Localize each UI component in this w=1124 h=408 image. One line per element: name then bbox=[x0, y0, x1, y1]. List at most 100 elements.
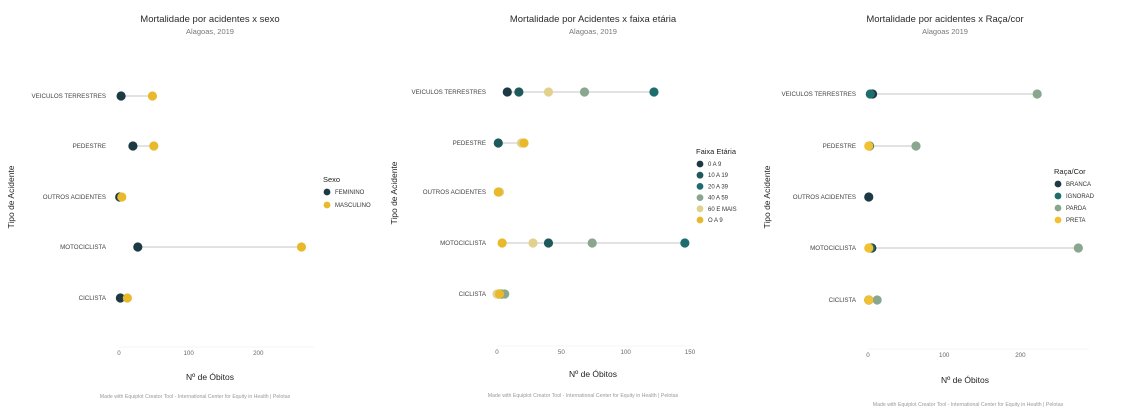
legend-label: 10 A 19 bbox=[708, 173, 729, 179]
chart-faixa-etaria: Mortalidade por Acidentes x faixa etária… bbox=[389, 14, 737, 399]
data-point bbox=[864, 192, 874, 202]
x-tick-label: 0 bbox=[117, 350, 121, 357]
data-point bbox=[494, 289, 505, 299]
data-point bbox=[1032, 89, 1042, 99]
category-label: OUTROS ACIDENTES bbox=[43, 194, 106, 201]
legend-label: IGNORAD bbox=[1066, 194, 1095, 200]
data-point bbox=[543, 87, 554, 97]
data-point bbox=[587, 238, 597, 248]
category-label: CICLISTA bbox=[459, 291, 487, 298]
x-tick-label: 0 bbox=[495, 349, 499, 356]
category-label: PEDESTRE bbox=[823, 143, 856, 150]
legend-label: 20 A 39 bbox=[708, 184, 729, 190]
legend-swatch bbox=[323, 201, 331, 209]
data-point bbox=[149, 141, 159, 151]
category-label: MOTOCICLISTA bbox=[810, 245, 857, 252]
data-point bbox=[514, 87, 524, 97]
data-point bbox=[147, 91, 158, 101]
data-point bbox=[579, 87, 590, 97]
data-point bbox=[519, 138, 529, 148]
data-point bbox=[872, 295, 882, 305]
y-axis-label: Tipo de Acidente bbox=[6, 165, 16, 228]
legend-swatch bbox=[1054, 192, 1062, 200]
category-label: CICLISTA bbox=[829, 297, 857, 304]
category-label: VEICULOS TERRESTRES bbox=[32, 93, 107, 100]
legend-label: 40 A 59 bbox=[708, 196, 729, 202]
legend-label: 0 A 9 bbox=[708, 162, 722, 168]
legend-label: 60 E MAIS bbox=[708, 207, 737, 213]
legend-swatch bbox=[696, 216, 704, 224]
legend-label: O A 9 bbox=[708, 218, 723, 224]
chart-subtitle: Alagoas, 2019 bbox=[569, 27, 617, 36]
x-tick-label: 100 bbox=[939, 352, 950, 359]
data-point bbox=[528, 238, 538, 248]
category-label: MOTOCICLISTA bbox=[60, 244, 107, 251]
data-point bbox=[497, 238, 507, 248]
legend-label: BRANCA bbox=[1066, 182, 1091, 188]
legend-swatch bbox=[1054, 216, 1062, 224]
x-axis-label: Nº de Óbitos bbox=[569, 369, 617, 379]
data-point bbox=[911, 141, 921, 151]
data-point bbox=[649, 87, 659, 97]
legend-swatch bbox=[696, 194, 704, 202]
legend-swatch bbox=[696, 205, 704, 213]
data-point bbox=[543, 238, 554, 248]
data-point bbox=[117, 192, 127, 202]
legend-swatch bbox=[1054, 180, 1062, 188]
category-label: MOTOCICLISTA bbox=[440, 240, 487, 247]
data-point bbox=[115, 293, 125, 303]
category-label: VEICULOS TERRESTRES bbox=[412, 89, 487, 96]
data-point bbox=[502, 87, 512, 97]
data-point bbox=[864, 295, 874, 305]
data-point bbox=[122, 293, 132, 303]
chart-title: Mortalidade por acidentes x Raça/cor bbox=[866, 14, 1023, 25]
data-point bbox=[864, 141, 874, 151]
legend-swatch bbox=[696, 160, 704, 168]
credit-text: Made with Equiplot Creator Tool - Intern… bbox=[488, 393, 679, 399]
x-tick-label: 0 bbox=[866, 352, 870, 359]
data-point bbox=[864, 243, 874, 253]
category-label: VEICULOS TERRESTRES bbox=[782, 91, 857, 98]
legend-title: Sexo bbox=[323, 175, 340, 184]
data-point bbox=[680, 238, 690, 248]
category-label: CICLISTA bbox=[79, 295, 107, 302]
data-point bbox=[296, 242, 307, 252]
credit-text: Made with Equiplot Creator Tool - Intern… bbox=[873, 402, 1064, 408]
data-point bbox=[1073, 243, 1083, 253]
data-point bbox=[493, 187, 503, 197]
data-point bbox=[133, 242, 143, 252]
legend-swatch bbox=[1054, 204, 1062, 212]
category-label: OUTROS ACIDENTES bbox=[423, 189, 486, 196]
chart-panel-sexo: Mortalidade por acidentes x sexo Alagoas,… bbox=[0, 0, 375, 408]
y-axis-label: Tipo de Acidente bbox=[762, 165, 772, 228]
x-tick-label: 200 bbox=[1015, 352, 1026, 359]
legend-swatch bbox=[696, 171, 704, 179]
y-axis-label: Tipo de Acidente bbox=[389, 161, 399, 224]
category-label: OUTROS ACIDENTES bbox=[793, 194, 856, 201]
chart-panel-faixa-etaria: Mortalidade por Acidentes x faixa etária… bbox=[375, 0, 750, 408]
chart-sexo: Mortalidade por acidentes x sexo Alagoas,… bbox=[6, 14, 371, 400]
x-tick-label: 200 bbox=[253, 350, 264, 357]
legend-title: Raça/Cor bbox=[1054, 167, 1086, 176]
data-point bbox=[865, 89, 875, 99]
chart-title: Mortalidade por Acidentes x faixa etária bbox=[510, 14, 677, 25]
x-axis-label: Nº de Óbitos bbox=[186, 372, 234, 382]
legend-label: PRETA bbox=[1066, 218, 1086, 224]
x-tick-label: 100 bbox=[183, 350, 194, 357]
chart-subtitle: Alagoas, 2019 bbox=[186, 27, 234, 36]
chart-panel-raca-cor: Mortalidade por acidentes x Raça/cor Alag… bbox=[750, 0, 1124, 408]
x-axis-label: Nº de Óbitos bbox=[941, 375, 989, 385]
category-label: PEDESTRE bbox=[73, 143, 106, 150]
legend-label: MASCULINO bbox=[335, 203, 371, 209]
x-tick-label: 100 bbox=[621, 349, 632, 356]
data-point bbox=[128, 141, 138, 151]
category-label: PEDESTRE bbox=[453, 140, 486, 147]
chart-subtitle: Alagoas 2019 bbox=[922, 27, 968, 36]
legend-swatch bbox=[696, 183, 704, 190]
credit-text: Made with Equiplot Creator Tool - Intern… bbox=[100, 394, 291, 400]
chart-raca-cor: Mortalidade por acidentes x Raça/cor Alag… bbox=[762, 14, 1095, 408]
legend-label: FEMININO bbox=[335, 190, 365, 196]
legend-label: PARDA bbox=[1066, 206, 1086, 212]
legend-title: Faixa Etária bbox=[696, 147, 737, 156]
data-point bbox=[493, 138, 503, 148]
